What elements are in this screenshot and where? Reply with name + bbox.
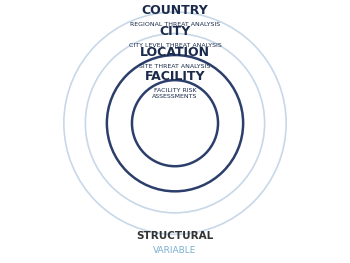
Text: STRUCTURAL: STRUCTURAL <box>136 231 214 241</box>
Text: FACILITY: FACILITY <box>145 70 205 83</box>
Text: REGIONAL THREAT ANALYSIS: REGIONAL THREAT ANALYSIS <box>130 22 220 27</box>
Text: FACILITY RISK
ASSESSMENTS: FACILITY RISK ASSESSMENTS <box>152 88 198 99</box>
Text: COUNTRY: COUNTRY <box>142 4 208 17</box>
Text: VARIABLE: VARIABLE <box>153 246 197 255</box>
Text: CITY: CITY <box>159 25 191 38</box>
Text: LOCATION: LOCATION <box>140 46 210 59</box>
Text: SITE THREAT ANALYSIS: SITE THREAT ANALYSIS <box>139 64 211 69</box>
Text: CITY LEVEL THREAT ANALYSIS: CITY LEVEL THREAT ANALYSIS <box>129 43 221 48</box>
